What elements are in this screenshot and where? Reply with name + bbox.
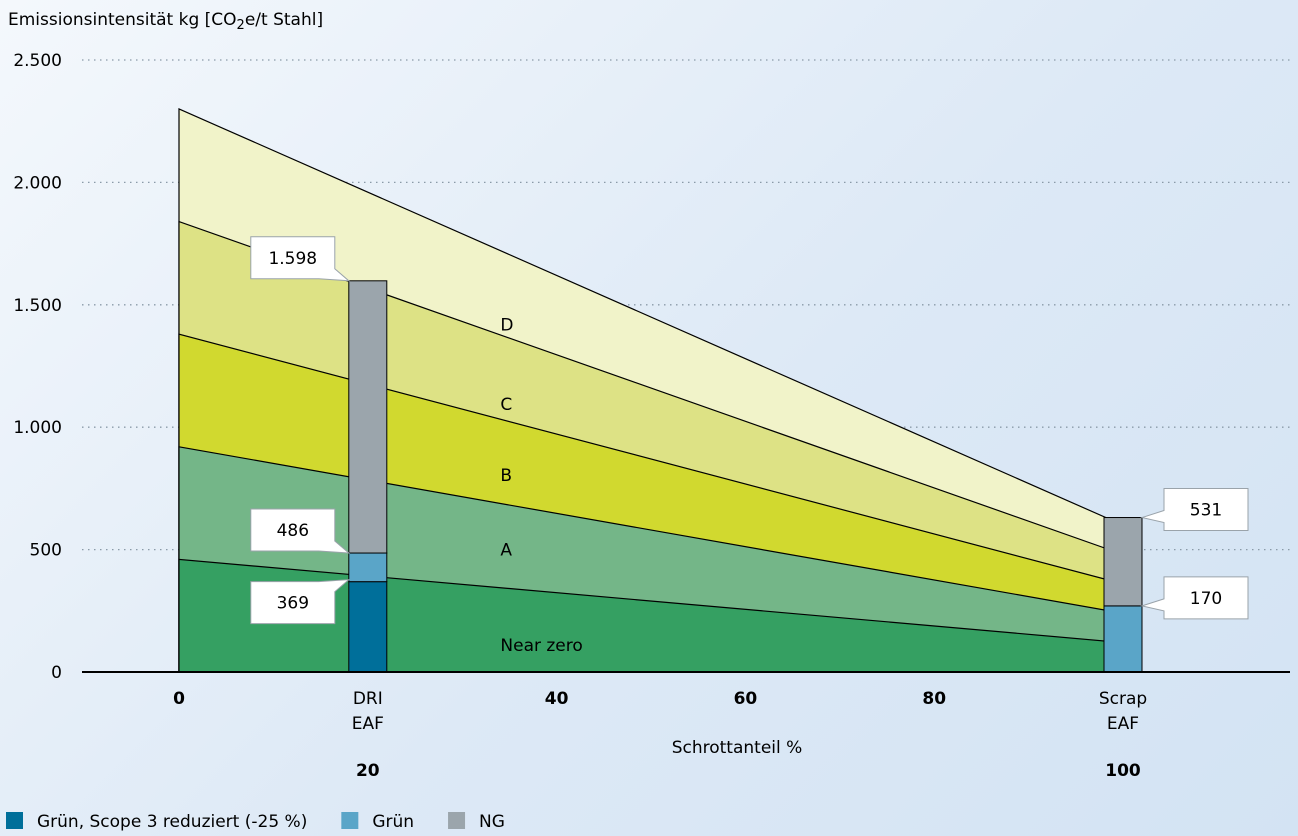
value-callout-box	[250, 508, 351, 554]
value-callout-text: 369	[277, 594, 309, 614]
bar-x-value-label: 20	[356, 761, 380, 781]
band-label: D	[500, 315, 513, 335]
bar-category-label: EAF	[1107, 714, 1139, 734]
y-tick-label: 0	[51, 663, 62, 683]
y-tick-label: 1.500	[13, 296, 62, 316]
value-callout-box	[250, 579, 351, 625]
y-axis-title-part: Emissionsintensität kg [CO	[8, 10, 237, 30]
x-tick-label: 40	[545, 689, 569, 709]
emission-bands	[178, 108, 1124, 673]
band-label: Near zero	[500, 636, 582, 656]
legend-label: NG	[479, 812, 505, 832]
bar-segment	[348, 552, 388, 583]
x-tick-label: 0	[173, 689, 185, 709]
value-callout-text: 531	[1190, 501, 1222, 521]
band-label: C	[500, 395, 512, 415]
legend: Grün, Scope 3 reduziert (-25 %) Grün NG	[6, 812, 505, 832]
y-tick-label: 500	[30, 541, 62, 561]
value-callout-text: 170	[1190, 589, 1222, 609]
value-callout-box	[250, 236, 351, 282]
bar-segment	[348, 581, 388, 673]
legend-label: Grün	[372, 812, 414, 832]
legend-label: Grün, Scope 3 reduziert (-25 %)	[37, 812, 307, 832]
bar-category-label: DRI	[353, 689, 383, 709]
band-label: B	[500, 466, 512, 486]
x-tick-label: 60	[734, 689, 758, 709]
x-axis-ticks: 0 40 60 80 DRI EAF 20 Scrap EAF 100	[173, 689, 1147, 781]
y-tick-label: 2.000	[13, 173, 62, 193]
y-axis-title: Emissionsintensität kg [CO2e/t Stahl]	[8, 10, 323, 33]
band-label: A	[500, 541, 512, 561]
y-axis-title-part: e/t Stahl]	[245, 10, 323, 30]
bar-category-label: EAF	[352, 714, 384, 734]
value-callouts: 1.598 486 369 531 170	[250, 236, 1249, 625]
y-tick-label: 1.000	[13, 418, 62, 438]
x-tick-label: 80	[922, 689, 946, 709]
bar-segment	[1103, 517, 1143, 607]
bar-segment	[1103, 605, 1143, 673]
y-axis-title-subscript: 2	[237, 18, 245, 33]
legend-swatch	[6, 812, 23, 829]
bar-segment	[348, 280, 388, 554]
value-callout-box	[1140, 576, 1249, 620]
x-axis-title: Schrottanteil %	[672, 738, 803, 758]
legend-swatch	[341, 812, 359, 829]
y-tick-label: 2.500	[13, 51, 62, 71]
stacked-bars	[348, 280, 1143, 673]
value-callout-box	[1140, 488, 1249, 532]
y-axis-ticks: 0 500 1.000 1.500 2.000 2.500	[13, 51, 62, 683]
value-callout-text: 1.598	[268, 249, 317, 269]
bar-x-value-label: 100	[1105, 761, 1141, 781]
legend-swatch	[448, 812, 466, 829]
bar-category-label: Scrap	[1099, 689, 1147, 709]
value-callout-text: 486	[277, 521, 309, 541]
band-labels: Near zero A B C D	[500, 315, 582, 656]
